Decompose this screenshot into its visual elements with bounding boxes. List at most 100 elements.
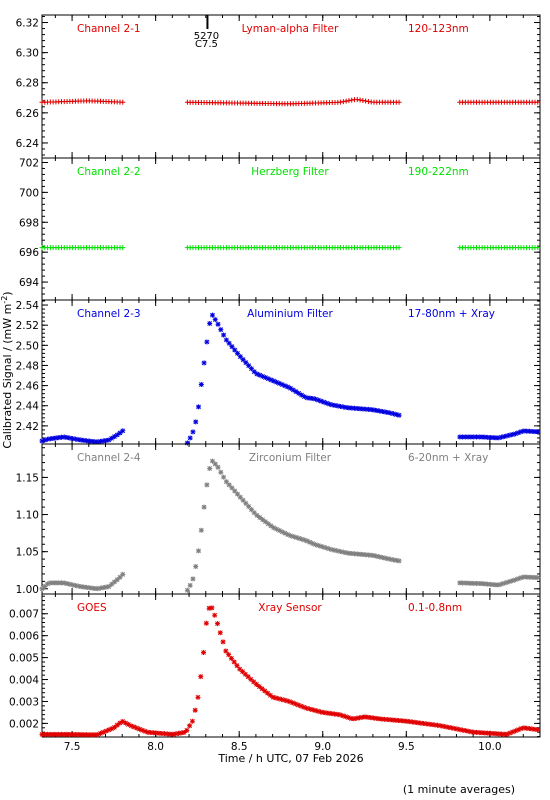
data-point [136, 726, 142, 732]
y-tick-label: 696 [19, 247, 39, 259]
data-point [86, 585, 92, 591]
data-point [53, 435, 59, 441]
data-point [265, 521, 271, 527]
event-region-label: 5270 [194, 31, 219, 42]
data-point [379, 554, 385, 560]
data-point [100, 585, 106, 591]
data-point [384, 717, 390, 723]
y-tick-label: 1.10 [16, 510, 39, 522]
data-point [95, 439, 101, 445]
data-point [476, 581, 482, 587]
data-point [223, 337, 229, 343]
y-axis-label-main: Calibrated Signal / (mW m [1, 304, 14, 449]
data-point [201, 360, 207, 366]
data-point [215, 321, 221, 327]
data-point [512, 577, 518, 583]
data-point [175, 730, 181, 736]
data-point [240, 357, 246, 363]
data-point [487, 581, 493, 587]
data-point [454, 726, 460, 732]
data-point [357, 551, 363, 557]
data-point [501, 731, 507, 737]
data-point [131, 724, 137, 730]
data-point [354, 406, 360, 412]
data-point [518, 429, 524, 435]
data-point [421, 720, 427, 726]
data-point [479, 730, 485, 736]
data-point [276, 527, 282, 533]
data-point [457, 727, 463, 733]
data-point [281, 697, 287, 703]
data-point [418, 720, 424, 726]
data-point [387, 717, 393, 723]
axis-text-layer: Calibrated Signal / (mW m-2) Time / h UT… [0, 291, 515, 796]
y-tick-label: 0.003 [9, 696, 39, 708]
y-tick-label: 1.00 [16, 584, 39, 596]
data-point [349, 405, 355, 411]
data-point [323, 710, 329, 716]
data-point [307, 539, 313, 545]
data-point [184, 587, 190, 593]
data-point [393, 557, 399, 563]
y-tick-label: 2.42 [16, 421, 39, 433]
data-point [462, 580, 468, 586]
data-point [299, 392, 305, 398]
data-point [50, 731, 56, 737]
data-point [226, 482, 232, 488]
y-tick-label: 6.26 [16, 108, 40, 120]
data-point [357, 715, 363, 721]
data-point [279, 529, 285, 535]
data-point [78, 584, 84, 590]
data-point [343, 98, 349, 104]
data-point [117, 574, 123, 580]
data-point [254, 371, 260, 377]
x-tick-label: 8.0 [147, 741, 164, 753]
data-point [75, 583, 81, 589]
data-point [120, 719, 126, 725]
data-point [396, 99, 402, 105]
data-point [217, 630, 223, 636]
y-tick-label: 6.32 [16, 18, 39, 30]
data-point [532, 429, 538, 435]
data-point [493, 582, 499, 588]
data-point [201, 504, 207, 510]
data-point [170, 731, 176, 737]
y-tick-label: 0.002 [9, 718, 39, 730]
data-point [75, 732, 81, 738]
data-point [324, 400, 330, 406]
data-point [368, 552, 374, 558]
data-point [53, 731, 59, 737]
data-point [354, 551, 360, 557]
data-point [457, 580, 463, 586]
data-point [365, 714, 371, 720]
data-point [349, 551, 355, 557]
data-point [262, 688, 268, 694]
data-point [39, 586, 45, 592]
data-point [529, 726, 535, 732]
data-point [231, 659, 237, 665]
data-point [490, 730, 496, 736]
data-point [64, 435, 70, 441]
data-point [360, 97, 366, 103]
data-point [237, 494, 243, 500]
filter-label: Xray Sensor [258, 602, 322, 614]
data-point [354, 96, 360, 102]
data-point [313, 396, 319, 402]
data-point [237, 666, 243, 672]
y-tick-label: 694 [19, 277, 39, 289]
data-point [485, 730, 491, 736]
data-point [72, 582, 78, 588]
data-point [415, 720, 421, 726]
data-point [89, 585, 95, 591]
data-point [435, 722, 441, 728]
data-point [510, 578, 516, 584]
data-point [153, 730, 159, 736]
data-point [396, 558, 402, 564]
data-point [287, 533, 293, 539]
data-point [58, 434, 64, 440]
data-point [338, 403, 344, 409]
data-point [338, 549, 344, 555]
data-point [379, 408, 385, 414]
data-point [70, 731, 76, 737]
data-point [287, 699, 293, 705]
